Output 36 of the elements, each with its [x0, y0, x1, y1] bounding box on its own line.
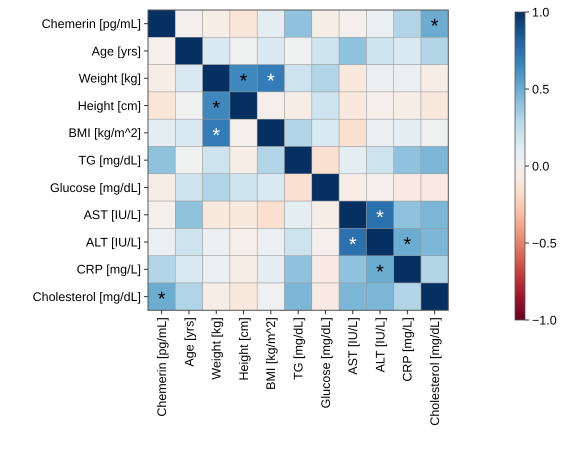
data-label: *	[212, 98, 220, 120]
data-label: *	[376, 206, 384, 229]
y-tick-label: Chemerin [pg/mL]	[42, 17, 141, 32]
color-bar-label: 0.0	[532, 159, 550, 174]
y-tick-label: Weight [kg]	[78, 72, 141, 86]
x-tick-label: Height [cm]	[236, 317, 251, 381]
y-tick-label: Cholesterol [mg/dL]	[32, 290, 141, 304]
color-bar-label: −1.0	[532, 313, 557, 328]
data-label: *	[403, 234, 412, 256]
data-label: *	[158, 288, 166, 311]
x-tick-label: BMI [kg/m^2]	[264, 317, 278, 390]
data-label: *	[430, 16, 439, 38]
y-tick-label: ALT [IU/L]	[86, 235, 141, 250]
x-tick-label: CRP [mg/L]	[400, 317, 415, 382]
color-bar-label: 1.0	[532, 5, 550, 20]
data-label: *	[240, 70, 248, 92]
color-bar-label: −0.5	[532, 236, 557, 250]
y-tick-label: Glucose [mg/dL]	[50, 180, 141, 195]
data-label: *	[348, 234, 357, 256]
x-tick-label: Glucose [mg/dL]	[318, 317, 333, 408]
y-tick-label: TG [mg/dL]	[78, 154, 141, 168]
x-tick-label: AST [IU/L]	[346, 317, 360, 375]
data-label: *	[266, 70, 275, 92]
color-bar-label: 0.5	[532, 82, 550, 96]
data-label: *	[212, 124, 220, 147]
x-tick-label: ALT [IU/L]	[373, 317, 388, 372]
x-tick-label: Age [yrs]	[182, 317, 196, 367]
y-tick-label: Age [yrs]	[92, 44, 141, 58]
x-tick-label: Weight [kg]	[210, 317, 224, 380]
x-tick-label: Cholesterol [mg/dL]	[428, 317, 442, 426]
y-tick-label: CRP [mg/L]	[76, 262, 141, 277]
y-tick-label: Height [cm]	[78, 98, 141, 113]
y-tick-label: AST [IU/L]	[84, 208, 141, 222]
data-label: *	[376, 261, 384, 284]
y-tick-label: BMI [kg/m^2]	[68, 126, 141, 140]
x-tick-label: TG [mg/dL]	[292, 317, 306, 380]
